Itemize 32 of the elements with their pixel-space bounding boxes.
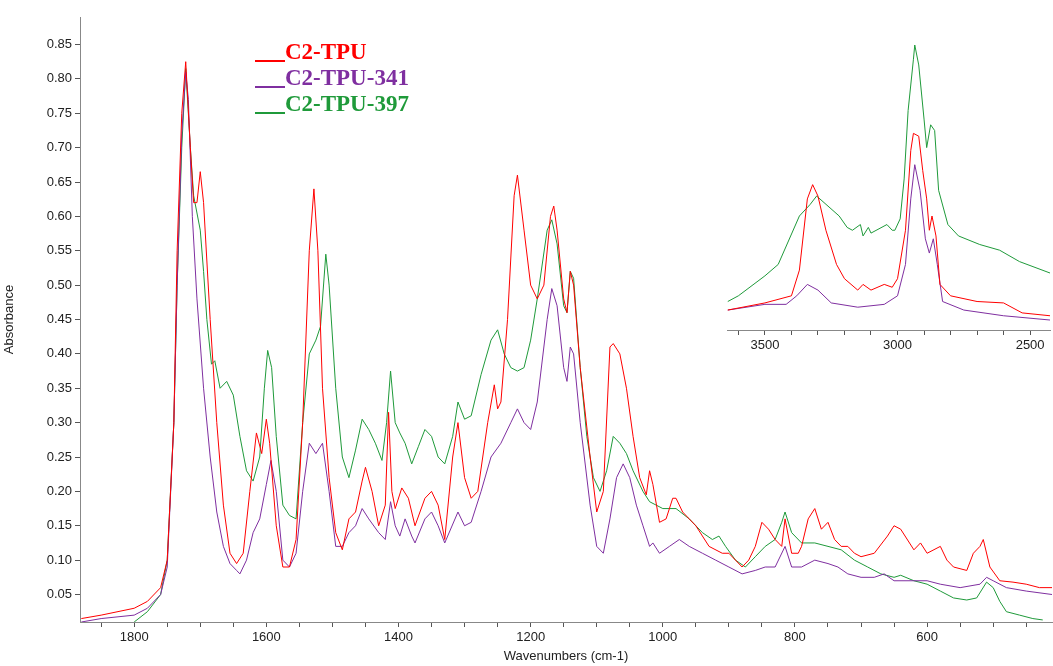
x-tick-label: 800 [784,629,806,645]
x-tick-label: 1400 [384,629,413,645]
legend-label: C2-TPU-341 [284,65,409,91]
x-tick-label: 1600 [251,629,281,645]
y-tick-label: 0.40 [46,345,72,361]
y-tick-label: 0.10 [46,551,72,567]
y-axis-title: Absorbance [1,284,17,355]
y-tick-label: 0.85 [46,36,72,52]
x-tick-label: 1000 [648,629,678,645]
y-tick-label: 0.25 [46,448,72,464]
y-tick-label: 0.35 [46,379,72,395]
x-tick-label: 3000 [883,337,912,353]
y-tick-label: 0.20 [46,482,72,498]
x-tick-label: 2500 [1015,337,1045,353]
y-tick-label: 0.30 [46,414,72,430]
y-tick-label: 0.50 [46,276,72,292]
y-tick-label: 0.80 [46,70,72,86]
x-tick-label: 600 [916,629,938,645]
y-tick-label: 0.45 [46,311,72,327]
y-tick-label: 0.55 [46,242,72,258]
y-tick-label: 0.05 [46,586,72,602]
y-tick-label: 0.75 [46,104,72,120]
x-tick-label: 1200 [516,629,546,645]
y-tick-label: 0.15 [46,517,72,533]
x-axis-title: Wavenumbers (cm-1) [503,647,629,663]
legend-label: C2-TPU-397 [284,91,409,117]
x-tick-label: 1800 [119,629,149,645]
y-tick-label: 0.65 [46,173,72,189]
y-tick-label: 0.70 [46,139,72,155]
x-tick-label: 3500 [750,337,780,353]
y-tick-label: 0.60 [46,207,72,223]
legend-label: C2-TPU [284,39,367,65]
